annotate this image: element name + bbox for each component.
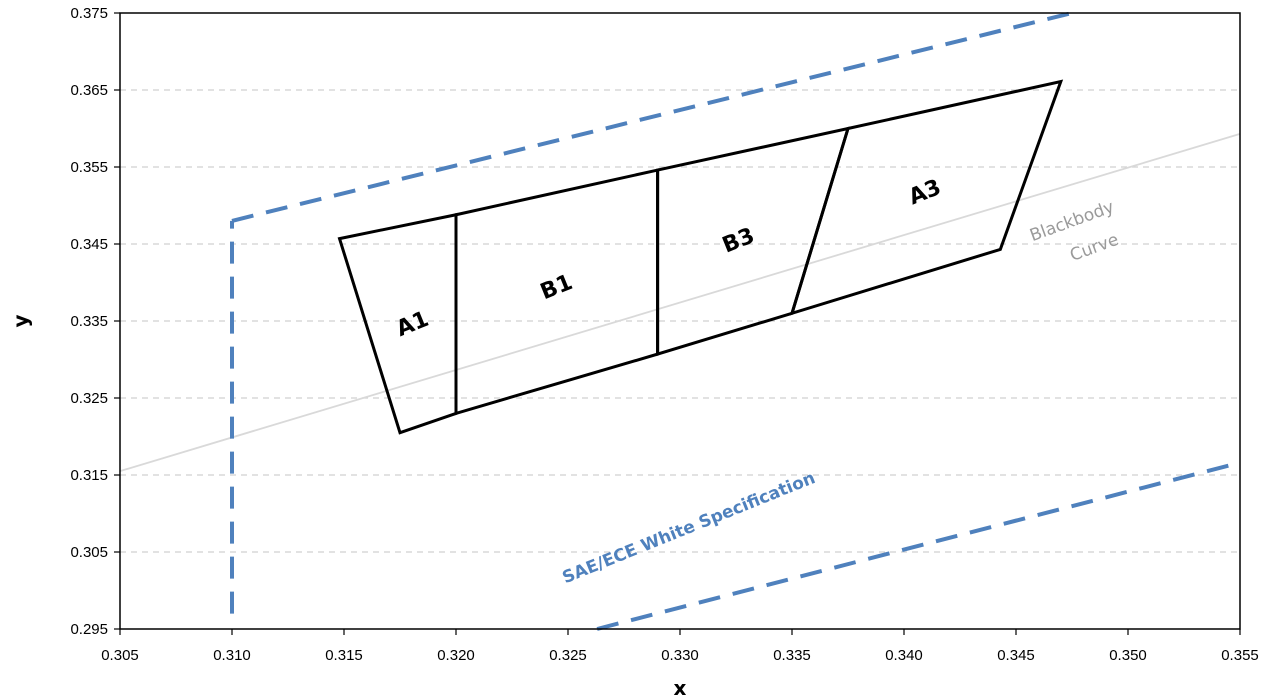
x-tick-label-6: 0.335 [773,647,811,664]
grid-layer [120,89,1240,553]
x-tick-label-10: 0.355 [1221,647,1259,664]
x-tick-label-3: 0.320 [437,647,475,664]
x-tick-label-5: 0.330 [661,647,699,664]
spec-boundary-segment-2 [231,11,1073,223]
x-tick-label-7: 0.340 [885,647,923,664]
spec-boundary-segment-3 [596,460,1241,631]
spec-boundary-layer [230,11,1241,631]
bin-label-a1: A1 [393,307,432,342]
y-tick-label-4: 0.335 [70,313,108,330]
spec-annotation: SAE/ECE White Specification [560,468,819,588]
bin-label-a3: A3 [905,175,944,210]
x-tick-label-1: 0.310 [213,647,251,664]
bin-region-layer [337,79,1064,435]
bin-region-a3 [789,79,1064,316]
y-tick-label-3: 0.325 [70,390,108,407]
y-axis-title: y [9,314,33,327]
y-tick-label-8: 0.375 [70,5,108,22]
bin-label-b3: B3 [719,223,758,258]
y-tick-label-1: 0.305 [70,544,108,561]
bin-label-b1: B1 [537,270,576,305]
blackbody-annotation-2: Curve [1067,230,1121,266]
blackbody-curve-line [119,133,1241,473]
y-tick-label-7: 0.365 [70,82,108,99]
x-tick-label-8: 0.345 [997,647,1035,664]
y-tick-label-6: 0.355 [70,159,108,176]
x-tick-label-9: 0.350 [1109,647,1147,664]
y-tick-label-0: 0.295 [70,621,108,638]
axis-layer: 0.305 0.310 0.315 0.320 0.325 0.330 0.335 0.340… [9,5,1259,700]
x-tick-label-2: 0.315 [325,647,363,664]
x-tick-label-4: 0.325 [549,647,587,664]
x-tick-label-0: 0.305 [101,647,139,664]
blackbody-curve-layer [119,133,1241,473]
y-tick-label-5: 0.345 [70,236,108,253]
y-tick-label-2: 0.315 [70,467,108,484]
x-axis-title: x [674,676,687,700]
